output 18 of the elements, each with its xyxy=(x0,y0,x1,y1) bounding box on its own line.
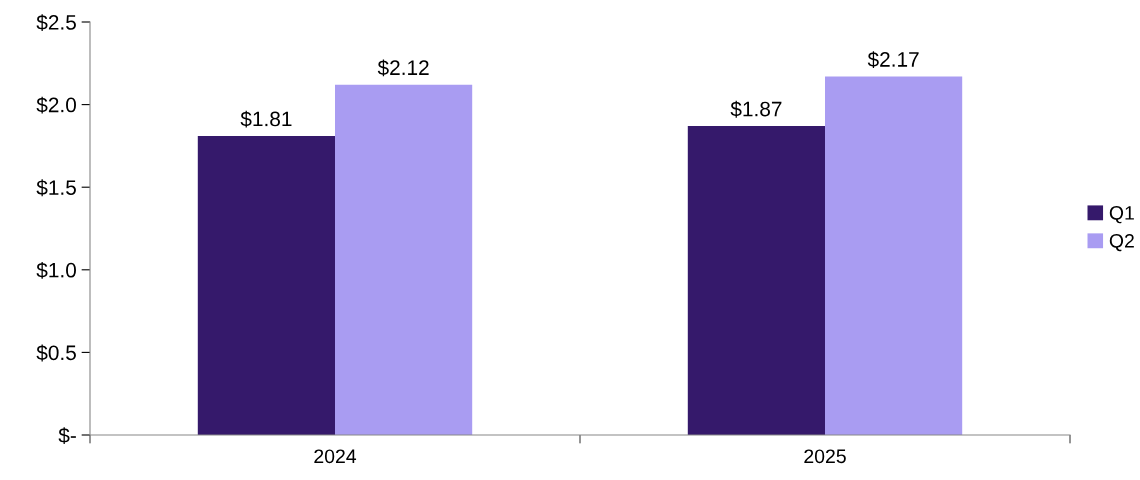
y-tick-label: $2.0 xyxy=(36,96,76,114)
bar xyxy=(335,84,473,435)
y-tick-label: $1.0 xyxy=(36,261,76,279)
bar xyxy=(197,135,335,435)
legend-label: Q2 xyxy=(1109,233,1134,252)
x-tick-label: 2025 xyxy=(804,449,846,464)
y-tick-label: $1.5 xyxy=(36,179,76,197)
y-tick-label: $0.5 xyxy=(36,344,76,362)
y-tick-label: $- xyxy=(58,427,76,444)
data-label: $2.12 xyxy=(377,59,429,77)
data-label: $1.81 xyxy=(240,110,292,128)
bar xyxy=(687,126,825,435)
x-tick-label: 2024 xyxy=(314,449,357,464)
y-tick-label: $2.5 xyxy=(36,14,76,31)
bar xyxy=(825,76,963,435)
data-label: $1.87 xyxy=(730,100,782,118)
data-label: $2.17 xyxy=(867,51,919,69)
legend-label: Q1 xyxy=(1109,206,1134,224)
